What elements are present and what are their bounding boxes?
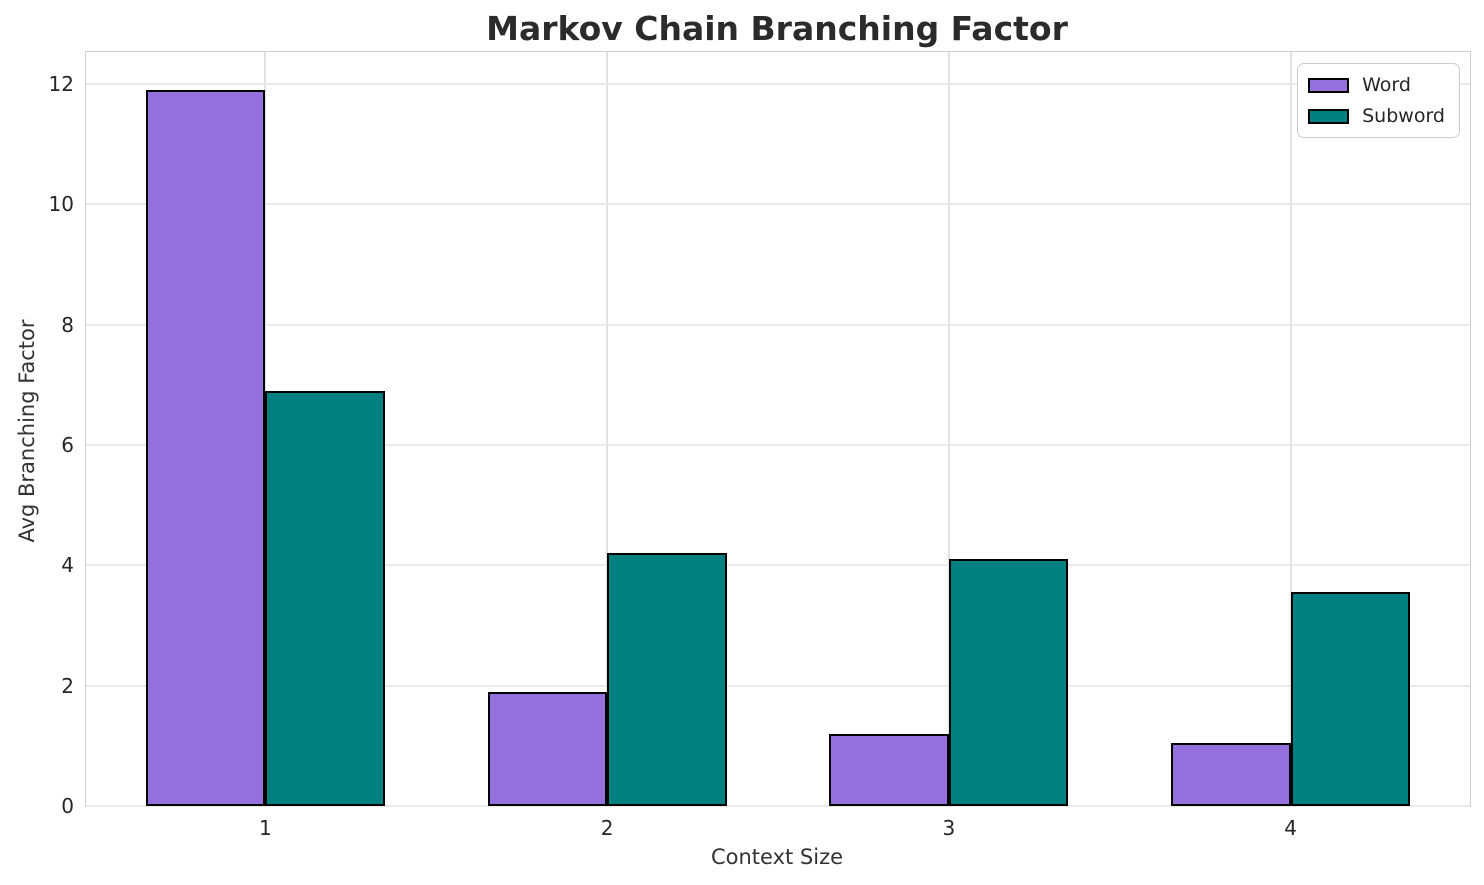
x-tick-label: 2 <box>600 816 614 840</box>
gridline-vertical <box>1289 52 1292 806</box>
bar-subword-4 <box>1290 592 1411 806</box>
legend-label: Subword <box>1362 105 1445 127</box>
gridline-vertical <box>606 52 609 806</box>
y-tick-label: 12 <box>48 71 74 96</box>
legend: Word Subword <box>1297 63 1460 138</box>
x-tick-label: 4 <box>1284 816 1297 840</box>
legend-entry-subword: Subword <box>1308 105 1445 127</box>
bar-subword-3 <box>948 559 1069 806</box>
chart-title: Markov Chain Branching Factor <box>486 9 1068 48</box>
y-axis-label: Avg Branching Factor <box>15 319 39 543</box>
gridline-horizontal <box>86 805 1470 807</box>
legend-swatch-word <box>1308 77 1350 93</box>
bar-layer <box>86 52 1470 806</box>
gridline-horizontal <box>86 564 1470 567</box>
gridline-horizontal <box>86 684 1470 687</box>
y-tick-label: 2 <box>61 673 74 698</box>
gridline-horizontal <box>86 203 1470 206</box>
legend-label: Word <box>1362 74 1411 96</box>
gridline-vertical <box>947 52 950 806</box>
bar-subword-1 <box>265 390 385 806</box>
x-axis-label: Context Size <box>710 845 844 869</box>
y-tick-label: 6 <box>61 432 74 457</box>
gridline-horizontal <box>86 443 1470 446</box>
y-tick-label: 8 <box>61 312 74 337</box>
bar-word-3 <box>829 733 949 806</box>
x-tick-label: 3 <box>942 816 956 840</box>
gridline-horizontal <box>86 323 1470 326</box>
legend-entry-word: Word <box>1308 74 1445 96</box>
y-tick-label: 10 <box>48 192 74 217</box>
bar-word-1 <box>145 89 266 806</box>
legend-swatch-subword <box>1308 108 1350 124</box>
gridline-horizontal <box>86 82 1470 85</box>
x-tick-label: 1 <box>259 816 272 840</box>
bar-word-4 <box>1170 742 1291 806</box>
bar-subword-2 <box>607 553 727 806</box>
y-tick-label: 4 <box>61 553 74 578</box>
y-tick-label: 0 <box>61 794 74 818</box>
bar-word-2 <box>487 691 608 806</box>
